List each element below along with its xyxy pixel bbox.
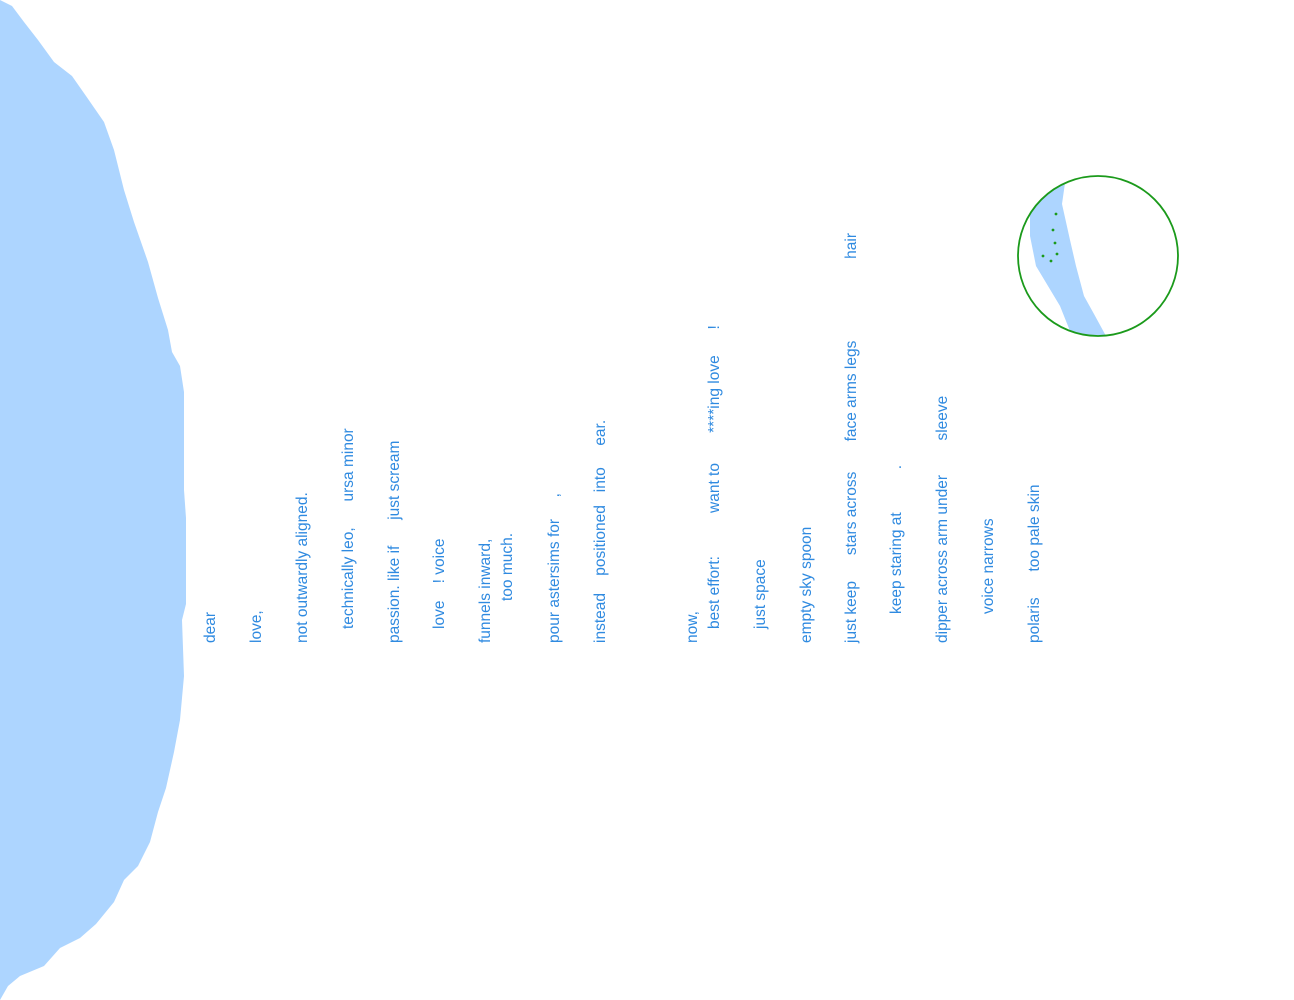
poem-line: dipper across arm under sleeve: [934, 395, 951, 643]
poem-line: dear: [202, 611, 219, 643]
inset-ring: [1017, 175, 1179, 337]
star-dot: [1054, 212, 1058, 216]
poem-line: voice narrows: [980, 518, 997, 614]
poem-line: keep staring at .: [888, 464, 905, 614]
poem-line: not outwardly aligned.: [294, 492, 311, 643]
constellation-inset: [1017, 175, 1179, 337]
inset-shore-shape: [1030, 176, 1106, 336]
star-dot: [1055, 252, 1059, 256]
poem-line: polaris too pale skin: [1026, 484, 1043, 643]
star-dot: [1049, 259, 1053, 263]
poem-line: love,: [248, 610, 265, 643]
poem-line: just keep stars across face arms legs ha…: [843, 232, 860, 643]
poem-line: too much.: [499, 532, 516, 601]
poem-line: now,: [684, 611, 701, 643]
star-dot: [1051, 228, 1055, 232]
star-dot: [1041, 254, 1045, 258]
star-dot: [1053, 241, 1057, 245]
poem-line: empty sky spoon: [798, 526, 815, 643]
poem-line: just space: [752, 559, 769, 629]
poem-line: passion. like if just scream: [386, 440, 403, 643]
poem-line: best effort: want to ****ing love !: [706, 325, 723, 629]
poem-line: technically leo, ursa minor: [340, 428, 357, 629]
poem-line: pour astersims for ,: [546, 493, 563, 643]
poem-line: love ! voice: [431, 538, 448, 629]
poem-line: instead positioned into ear.: [592, 419, 609, 643]
poem-line: funnels inward,: [477, 538, 494, 643]
shore-shape: [0, 0, 186, 1000]
